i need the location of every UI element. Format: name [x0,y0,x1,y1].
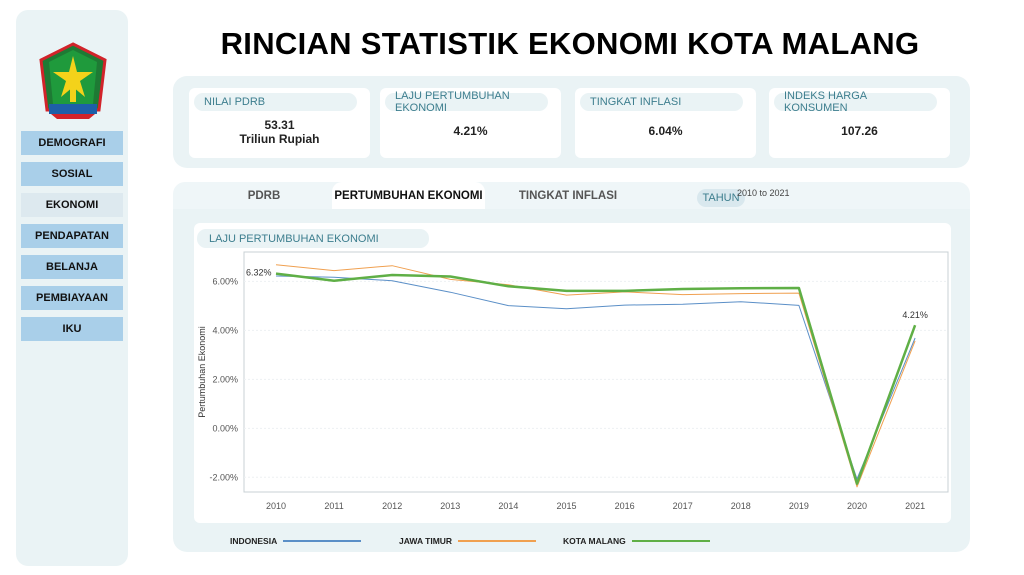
kota-malang-logo [39,42,107,119]
sidebar-item-iku[interactable]: IKU [21,317,123,341]
legend-item-kota-malang: KOTA MALANG [563,534,710,548]
kpi-label: TINGKAT INFLASI [580,93,743,111]
sidebar-item-sosial[interactable]: SOSIAL [21,162,123,186]
sidebar-item-demografi[interactable]: DEMOGRAFI [21,131,123,155]
legend-label: INDONESIA [230,536,278,546]
kpi-value-unit: Triliun Rupiah [239,132,320,146]
legend-swatch [458,540,537,542]
kpi-card-tingkat-inflasi: TINGKAT INFLASI 6.04% [575,88,756,158]
legend-label: KOTA MALANG [563,536,626,546]
legend-label: JAWA TIMUR [399,536,453,546]
sidebar-item-pembiayaan[interactable]: PEMBIAYAAN [21,286,123,310]
tahun-filter-label[interactable]: TAHUN [697,189,745,207]
tab-pdrb[interactable]: PDRB [247,190,281,202]
kpi-card-laju-pertumbuhan: LAJU PERTUMBUHAN EKONOMI 4.21% [380,88,561,158]
chart-title: LAJU PERTUMBUHAN EKONOMI [197,229,429,248]
kpi-value: 107.26 [841,124,878,138]
sidebar-item-belanja[interactable]: BELANJA [21,255,123,279]
kpi-card-nilai-pdrb: NILAI PDRB 53.31 Triliun Rupiah [189,88,370,158]
kpi-label: INDEKS HARGA KONSUMEN [774,90,937,114]
tab-tingkat-inflasi[interactable]: TINGKAT INFLASI [518,190,618,202]
kpi-card-indeks-harga-konsumen: INDEKS HARGA KONSUMEN 107.26 [769,88,950,158]
legend-swatch [631,540,710,542]
sidebar: DEMOGRAFI SOSIAL EKONOMI PENDAPATAN BELANJA P… [16,10,128,566]
kpi-label: NILAI PDRB [194,93,357,111]
chart-card [194,223,951,523]
page-title: RINCIAN STATISTIK EKONOMI KOTA MALANG [220,26,920,61]
tab-bar: PDRB PERTUMBUHAN EKONOMI TINGKAT INFLASI [173,182,970,212]
kpi-value: 6.04% [648,124,683,138]
kpi-value-number: 53.31 [264,118,295,132]
legend-item-jawa-timur: JAWA TIMUR [399,534,537,548]
kpi-value: 53.31 Triliun Rupiah [189,118,370,146]
tahun-filter-range[interactable]: 2010 to 2021 [737,188,790,198]
tab-pertumbuhan-ekonomi[interactable]: PERTUMBUHAN EKONOMI [332,182,485,210]
sidebar-item-ekonomi[interactable]: EKONOMI [21,193,123,217]
kpi-panel: NILAI PDRB 53.31 Triliun Rupiah LAJU PER… [173,76,970,168]
kpi-label: LAJU PERTUMBUHAN EKONOMI [385,90,548,114]
sidebar-item-pendapatan[interactable]: PENDAPATAN [21,224,123,248]
legend-item-indonesia: INDONESIA [230,534,362,548]
legend-swatch [283,540,362,542]
kpi-value: 4.21% [453,124,488,138]
